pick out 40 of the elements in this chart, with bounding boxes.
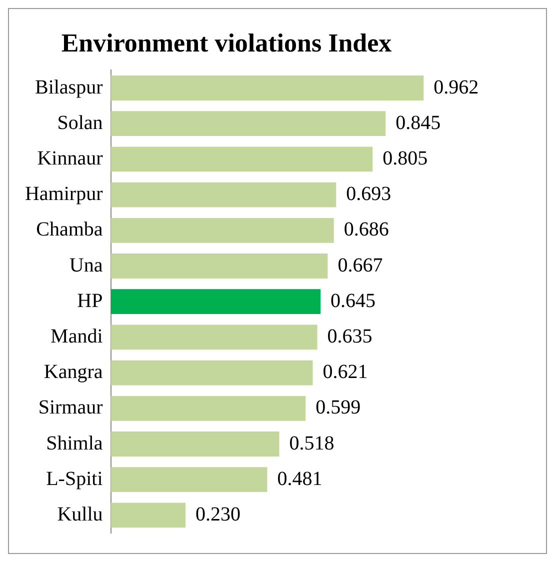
y-tick-label: Kinnaur	[37, 147, 104, 170]
data-label: 0.693	[346, 183, 392, 206]
bar	[110, 182, 336, 208]
data-label: 0.667	[338, 254, 383, 276]
data-label: 0.635	[327, 325, 372, 348]
y-tick-label: Chamba	[36, 218, 103, 241]
data-label: 0.686	[344, 218, 389, 241]
y-tick-label: Kullu	[57, 503, 103, 526]
data-label: 0.805	[382, 147, 428, 170]
data-label: 0.481	[277, 468, 322, 490]
bar	[110, 467, 268, 492]
data-label: 0.645	[330, 290, 376, 312]
y-tick-label: HP	[77, 290, 103, 312]
data-label: 0.599	[316, 396, 361, 419]
bar	[110, 396, 306, 421]
data-label: 0.230	[196, 503, 241, 526]
bar	[110, 360, 313, 386]
bar	[110, 502, 186, 528]
bar	[110, 218, 334, 243]
y-tick-label: Solan	[57, 112, 103, 134]
data-label: 0.518	[289, 432, 334, 454]
y-tick-label: Mandi	[50, 325, 104, 348]
y-tick-label: Sirmaur	[38, 396, 104, 419]
bar	[110, 432, 280, 456]
chart-title: Environment violations Index	[61, 28, 392, 58]
y-tick-label: Kangra	[44, 361, 103, 384]
bar	[110, 111, 386, 136]
bar	[110, 76, 424, 100]
bar	[110, 146, 373, 172]
y-tick-label: L-Spiti	[46, 468, 104, 490]
bar	[110, 289, 321, 314]
data-label: 0.962	[434, 76, 479, 98]
y-tick-label: Bilaspur	[34, 76, 104, 98]
y-tick-label: Una	[69, 254, 103, 276]
y-tick-label: Hamirpur	[24, 183, 104, 206]
bar	[110, 254, 328, 278]
bar	[110, 324, 318, 350]
y-tick-label: Shimla	[46, 432, 103, 454]
data-label: 0.845	[396, 112, 441, 134]
data-label: 0.621	[322, 361, 368, 384]
